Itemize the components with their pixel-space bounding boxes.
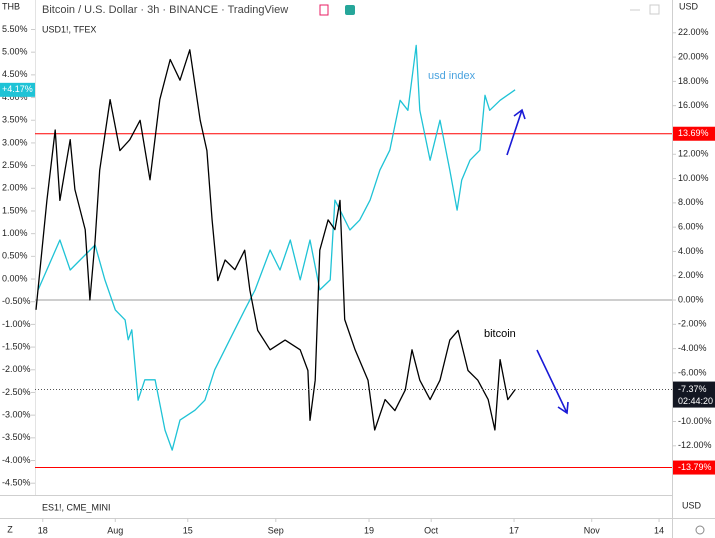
y-tick-label: -1.00% — [2, 319, 31, 329]
y-tick-label: 5.50% — [2, 24, 28, 34]
y2-tick-label: 20.00% — [678, 51, 709, 61]
y2-tick-label: 18.00% — [678, 76, 709, 86]
price-label: -13.79% — [678, 462, 712, 472]
bookmark-icon[interactable] — [319, 4, 329, 16]
y2-tick-label: 10.00% — [678, 173, 709, 183]
y-tick-label: -1.50% — [2, 341, 31, 351]
right-axis-currency: USD — [679, 1, 699, 11]
y-tick-label: 0.50% — [2, 251, 28, 261]
x-tick-label: 18 — [38, 525, 48, 535]
subtitle: USD1!, TFEX — [42, 24, 96, 34]
y-tick-label: -0.50% — [2, 296, 31, 306]
window-controls — [630, 4, 660, 15]
y-tick-label: -4.50% — [2, 478, 31, 488]
series-line — [37, 44, 516, 451]
price-label-box — [673, 460, 715, 475]
last-price-label: -7.37% — [678, 384, 707, 394]
y-tick-label: -2.00% — [2, 364, 31, 374]
y2-tick-label: -12.00% — [678, 440, 712, 450]
y2-tick-label: -4.00% — [678, 343, 707, 353]
plot-area — [35, 44, 672, 469]
y2-tick-label: 12.00% — [678, 149, 709, 159]
status-icon — [345, 5, 355, 15]
x-tick-label: Aug — [107, 525, 123, 535]
x-tick-label: 15 — [183, 525, 193, 535]
y-tick-label: -3.00% — [2, 410, 31, 420]
x-tick-label: 17 — [509, 525, 519, 535]
y2-tick-label: 4.00% — [678, 246, 704, 256]
y-tick-label: -4.00% — [2, 455, 31, 465]
lower-axis-currency: USD — [682, 500, 702, 510]
y2-tick-label: 0.00% — [678, 294, 704, 304]
x-tick-label: Sep — [268, 525, 284, 535]
x-tick-label: Nov — [584, 525, 601, 535]
last-value-box — [0, 82, 35, 97]
y2-tick-label: 6.00% — [678, 222, 704, 232]
series-annotation: usd index — [428, 70, 476, 82]
last-price-box — [673, 381, 715, 408]
countdown: 02:44:20 — [678, 396, 713, 406]
y-tick-label: 1.00% — [2, 228, 28, 238]
lower-pane-label: ES1!, CME_MINI — [42, 502, 111, 512]
down-arrow — [536, 349, 569, 415]
left-axis-currency: THB — [2, 1, 20, 11]
y-tick-label: 3.50% — [2, 115, 28, 125]
y2-tick-label: 8.00% — [678, 197, 704, 207]
maximize-icon[interactable] — [649, 4, 660, 15]
x-tick-label: 19 — [364, 525, 374, 535]
price-label: 13.69% — [678, 128, 709, 138]
y-tick-label: 1.50% — [2, 205, 28, 215]
y-tick-label: 3.00% — [2, 137, 28, 147]
series-line — [35, 49, 516, 431]
price-label-box — [673, 126, 715, 141]
y2-tick-label: -10.00% — [678, 416, 712, 426]
y-tick-label: 4.00% — [2, 92, 28, 102]
scale-mode[interactable]: Z — [7, 524, 13, 534]
up-arrow — [506, 108, 526, 156]
x-tick-label: 14 — [654, 525, 664, 535]
y2-tick-label: -6.00% — [678, 367, 707, 377]
series-annotation: bitcoin — [484, 328, 516, 340]
y2-tick-label: 2.00% — [678, 270, 704, 280]
y-tick-label: -2.50% — [2, 387, 31, 397]
y-tick-label: 2.50% — [2, 160, 28, 170]
y-tick-label: 0.00% — [2, 273, 28, 283]
y-tick-label: 2.00% — [2, 183, 28, 193]
y2-tick-label: 16.00% — [678, 100, 709, 110]
y-tick-label: 5.00% — [2, 47, 28, 57]
y-tick-label: -3.50% — [2, 432, 31, 442]
x-tick-label: Oct — [424, 525, 439, 535]
y2-tick-label: -2.00% — [678, 319, 707, 329]
settings-icon[interactable] — [695, 525, 705, 535]
last-value-label: +4.17% — [2, 84, 33, 94]
y2-tick-label: 22.00% — [678, 27, 709, 37]
y-tick-label: 4.50% — [2, 69, 28, 79]
arrows — [506, 108, 569, 415]
chart-title: Bitcoin / U.S. Dollar · 3h · BINANCE · T… — [42, 4, 288, 16]
